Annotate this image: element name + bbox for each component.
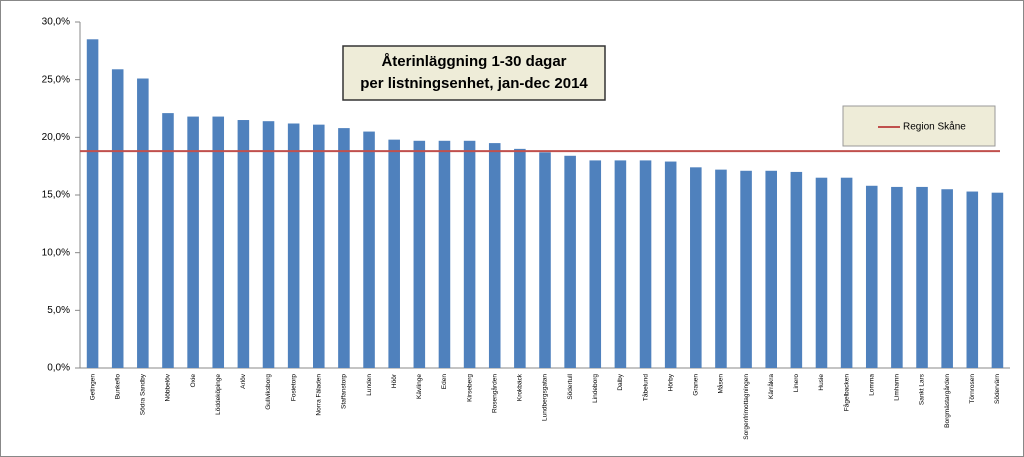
- bar: [162, 113, 174, 368]
- chart-title: Återinläggning 1-30 dagar: [381, 53, 566, 70]
- x-tick-label: Fågelbacken: [842, 374, 850, 412]
- bar: [765, 170, 777, 368]
- y-tick-label: 5,0%: [47, 305, 70, 316]
- bar: [840, 177, 853, 368]
- bar: [539, 152, 551, 368]
- x-tick-label: Husie: [818, 374, 825, 391]
- bar: [564, 155, 576, 368]
- x-tick-label: Södra Sandby: [140, 373, 147, 415]
- y-tick-label: 0,0%: [47, 363, 70, 374]
- x-tick-label: Linero: [793, 374, 800, 392]
- x-tick-label: Dalby: [617, 373, 624, 390]
- bar: [966, 191, 979, 368]
- x-tick-label: Norra Fäladen: [316, 374, 323, 416]
- y-tick-label: 25,0%: [42, 74, 70, 85]
- bar: [991, 192, 1004, 368]
- bar: [614, 160, 627, 368]
- bar: [262, 121, 275, 368]
- x-tick-label: Kirseberg: [466, 374, 473, 402]
- x-tick-label: Staffanstorp: [341, 374, 348, 409]
- bar: [715, 169, 727, 368]
- bar: [413, 140, 426, 368]
- x-tick-label: Arlöv: [240, 373, 247, 389]
- y-tick-label: 20,0%: [42, 132, 70, 143]
- x-tick-label: Tåbelund: [641, 374, 649, 401]
- bar: [589, 160, 602, 368]
- bar: [187, 116, 199, 368]
- x-tick-label: Granen: [693, 374, 700, 396]
- x-tick-label: Sorgenfrimottagningen: [743, 374, 750, 440]
- bar: [111, 69, 124, 368]
- x-tick-label: Lindeborg: [592, 374, 599, 403]
- bar: [891, 186, 903, 368]
- y-tick-label: 30,0%: [42, 17, 70, 28]
- bar: [664, 161, 677, 368]
- x-tick-label: Lundbergsgatan: [542, 374, 549, 421]
- bar: [438, 140, 451, 368]
- x-tick-label: Södervärn: [994, 374, 1001, 404]
- bar: [488, 143, 501, 368]
- chart-title: per listningsenhet, jan-dec 2014: [360, 75, 588, 92]
- title-box: [342, 45, 606, 101]
- y-tick-label: 10,0%: [42, 247, 70, 258]
- x-tick-label: Nöbbelöv: [165, 373, 172, 401]
- x-tick-label: Kärråkra: [767, 374, 775, 399]
- x-tick-label: Bunkeflo: [114, 374, 121, 400]
- x-tick-label: Löddeköpinge: [215, 374, 222, 415]
- bar: [137, 78, 149, 368]
- x-tick-label: Lunden: [366, 374, 373, 396]
- x-tick-label: Törnrosen: [969, 374, 976, 404]
- bar: [941, 189, 953, 368]
- bar: [740, 170, 752, 368]
- bar: [815, 177, 828, 368]
- x-tick-label: Borgmästargården: [943, 374, 951, 428]
- x-tick-label: Måsen: [717, 374, 725, 394]
- bar: [86, 39, 99, 369]
- y-tick-label: 15,0%: [42, 190, 70, 201]
- bar: [514, 148, 526, 368]
- x-tick-label: Rosengården: [490, 374, 498, 413]
- x-tick-label: Limhamn: [894, 374, 901, 401]
- bar: [463, 140, 476, 368]
- x-tick-label: Lomma: [868, 374, 875, 396]
- x-tick-label: Gullviksborg: [265, 374, 272, 410]
- x-tick-label: Kävlinge: [416, 374, 423, 399]
- x-tick-label: Fosietorp: [290, 374, 297, 401]
- bar: [690, 167, 702, 368]
- bar: [313, 124, 325, 368]
- x-tick-label: Krokbäck: [517, 373, 524, 401]
- bar: [338, 128, 350, 368]
- bar: [865, 185, 878, 368]
- legend-label: Region Skåne: [903, 121, 966, 133]
- bar: [790, 171, 803, 368]
- x-tick-label: Höör: [391, 373, 398, 388]
- x-tick-label: Hörby: [667, 373, 674, 391]
- bar: [639, 160, 652, 368]
- bar: [916, 186, 928, 368]
- bar: [363, 131, 375, 368]
- x-tick-label: Sankt Lars: [919, 373, 926, 405]
- bar: [237, 120, 250, 369]
- x-tick-label: Södertull: [567, 373, 574, 399]
- x-tick-label: Getingen: [89, 374, 96, 401]
- bar: [212, 116, 225, 368]
- legend-box: [842, 105, 996, 147]
- bar: [287, 123, 300, 368]
- x-tick-label: Eden: [441, 374, 448, 390]
- bar: [388, 139, 400, 368]
- x-tick-label: Oxie: [190, 374, 197, 388]
